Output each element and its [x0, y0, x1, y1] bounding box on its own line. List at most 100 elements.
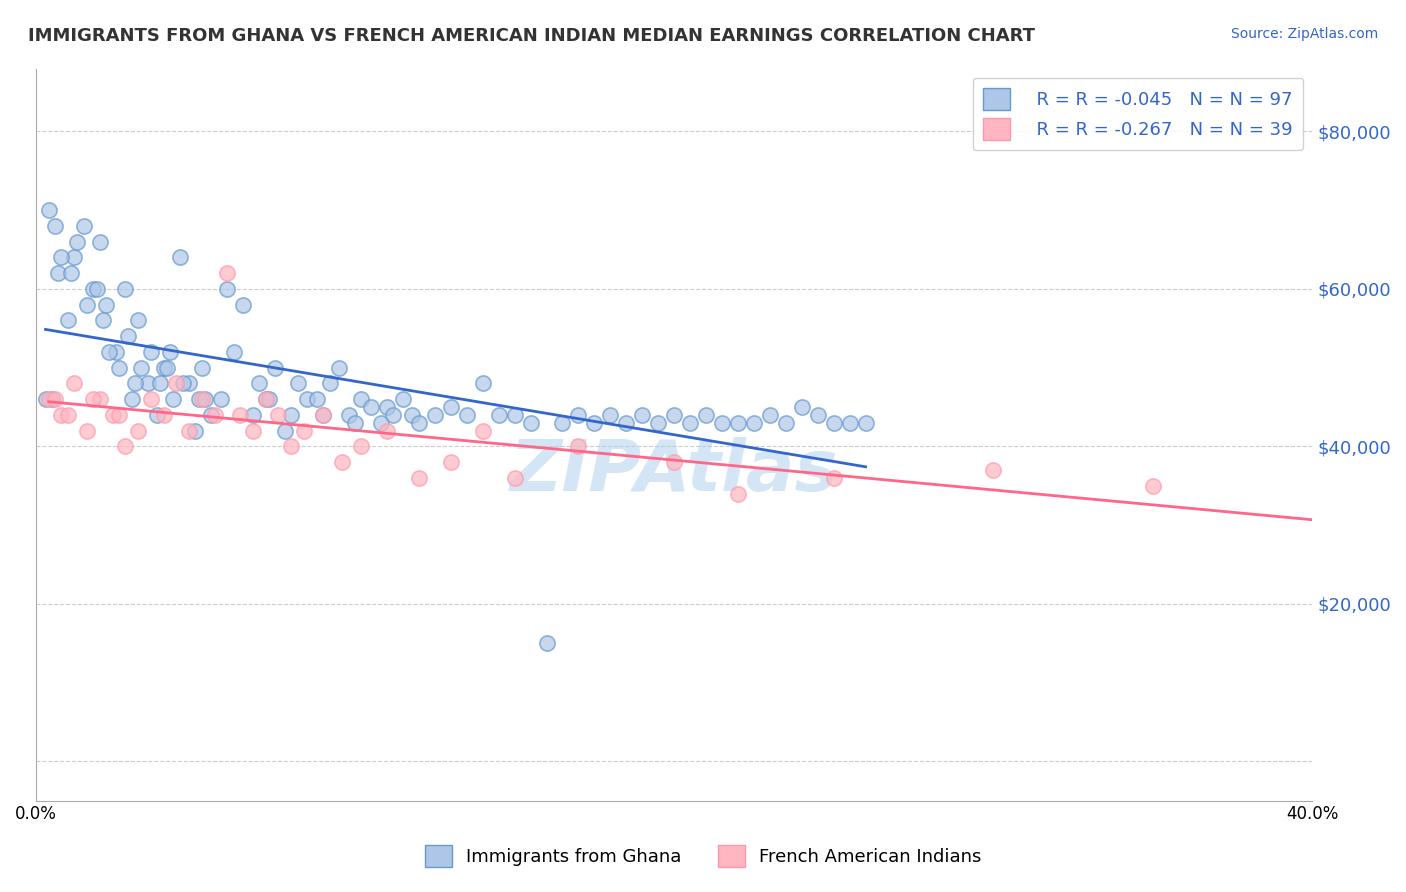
Point [124, 376, 146, 391]
Point [82, 282, 104, 296]
Point [139, 392, 162, 406]
Point [191, 392, 214, 406]
Point [567, 439, 589, 453]
Point [51, 408, 73, 422]
Point [292, 424, 315, 438]
Point [156, 360, 179, 375]
Point [344, 416, 367, 430]
Point [232, 298, 254, 312]
Point [172, 376, 194, 391]
Point [187, 392, 209, 406]
Legend: Immigrants from Ghana, French American Indians: Immigrants from Ghana, French American I… [418, 838, 988, 874]
Point [34, 392, 56, 406]
Text: ZIPAtlas: ZIPAtlas [510, 437, 838, 506]
Point [149, 376, 172, 391]
Point [305, 392, 328, 406]
Point [287, 376, 309, 391]
Point [129, 360, 152, 375]
Point [89, 392, 111, 406]
Point [408, 416, 430, 430]
Point [38, 392, 60, 406]
Point [551, 416, 574, 430]
Point [179, 424, 201, 438]
Point [44, 392, 66, 406]
Point [108, 360, 131, 375]
Point [51, 251, 73, 265]
Point [536, 636, 558, 650]
Point [456, 408, 478, 422]
Point [727, 416, 749, 430]
Point [711, 416, 734, 430]
Point [194, 392, 217, 406]
Point [136, 376, 159, 391]
Point [94, 298, 117, 312]
Point [727, 486, 749, 500]
Point [254, 392, 277, 406]
Point [790, 400, 813, 414]
Point [662, 408, 685, 422]
Point [679, 416, 702, 430]
Point [318, 376, 340, 391]
Point [56, 313, 79, 327]
Point [838, 416, 860, 430]
Point [503, 408, 526, 422]
Point [121, 392, 143, 406]
Point [209, 392, 232, 406]
Point [200, 408, 222, 422]
Point [179, 376, 201, 391]
Point [662, 455, 685, 469]
Legend:   R = R = -0.045   N = N = 97,   R = R = -0.267   N = N = 39: R = R = -0.045 N = N = 97, R = R = -0.26… [973, 78, 1303, 151]
Point [73, 219, 96, 233]
Text: Source: ZipAtlas.com: Source: ZipAtlas.com [1230, 27, 1378, 41]
Point [146, 408, 169, 422]
Point [337, 408, 360, 422]
Point [217, 266, 239, 280]
Point [222, 345, 245, 359]
Point [695, 408, 717, 422]
Point [152, 408, 174, 422]
Point [159, 345, 181, 359]
Point [328, 360, 350, 375]
Point [280, 439, 302, 453]
Point [127, 313, 149, 327]
Point [295, 392, 318, 406]
Point [169, 251, 191, 265]
Point [101, 408, 124, 422]
Point [1142, 479, 1164, 493]
Point [312, 408, 335, 422]
Point [408, 471, 430, 485]
Point [440, 400, 463, 414]
Point [775, 416, 797, 430]
Point [807, 408, 830, 422]
Point [98, 345, 121, 359]
Point [44, 219, 66, 233]
Point [519, 416, 541, 430]
Point [823, 471, 845, 485]
Point [631, 408, 654, 422]
Point [981, 463, 1004, 477]
Point [375, 400, 398, 414]
Point [375, 424, 398, 438]
Point [647, 416, 669, 430]
Point [41, 392, 63, 406]
Point [392, 392, 415, 406]
Point [614, 416, 637, 430]
Point [63, 251, 86, 265]
Point [114, 282, 136, 296]
Point [63, 376, 86, 391]
Point [162, 392, 184, 406]
Point [108, 408, 131, 422]
Point [855, 416, 877, 430]
Point [242, 424, 264, 438]
Point [91, 313, 114, 327]
Point [114, 439, 136, 453]
Point [599, 408, 621, 422]
Point [89, 235, 111, 249]
Point [370, 416, 392, 430]
Point [254, 392, 277, 406]
Point [38, 203, 60, 218]
Point [56, 408, 79, 422]
Point [759, 408, 782, 422]
Point [583, 416, 606, 430]
Point [191, 360, 214, 375]
